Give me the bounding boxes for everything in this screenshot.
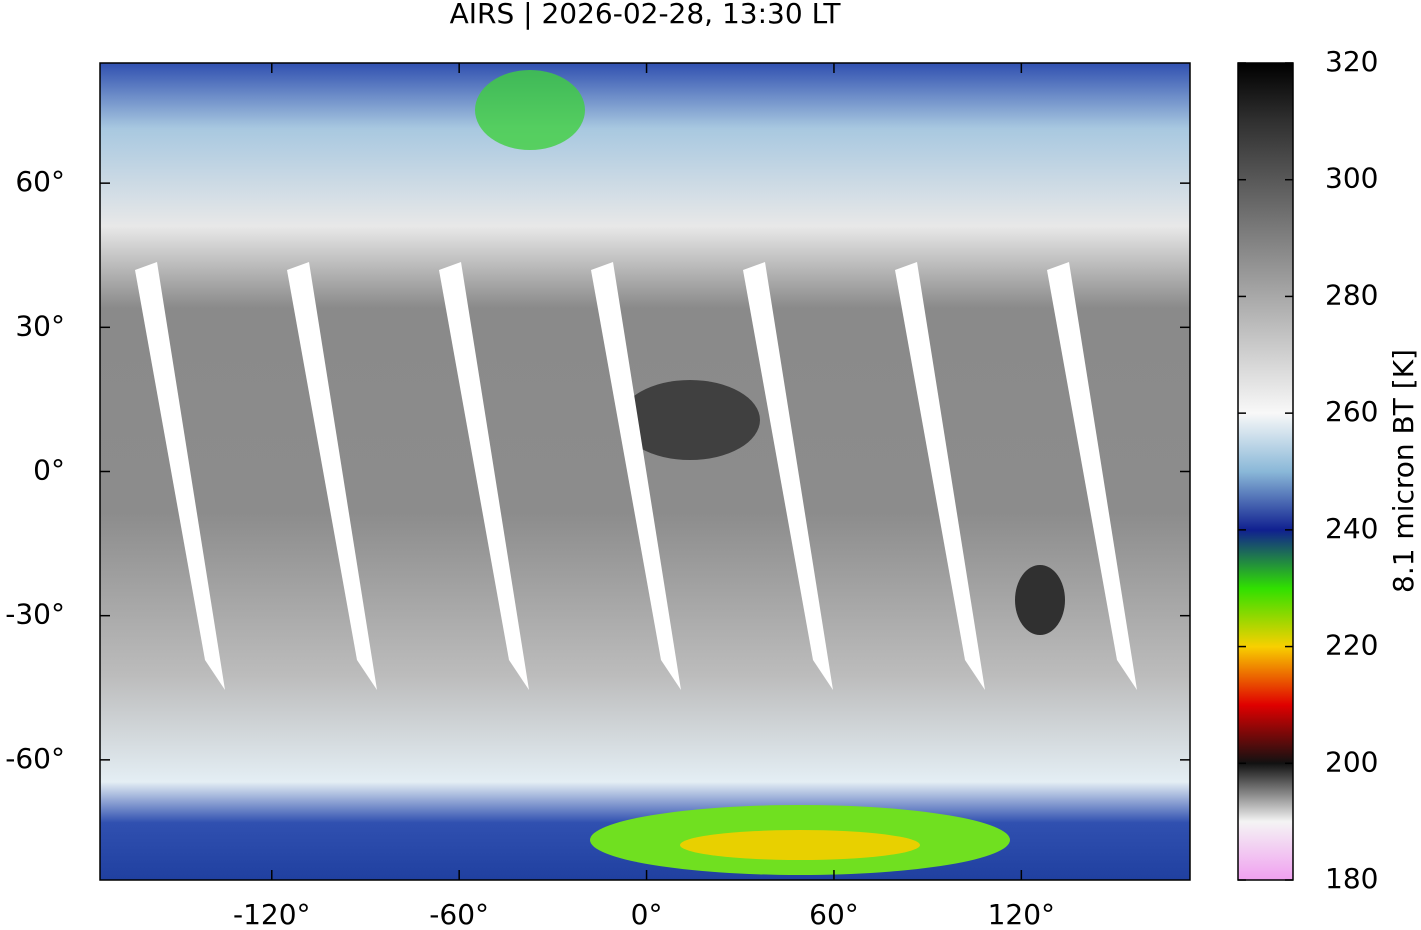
- orbit-gap: [743, 262, 833, 690]
- colorbar-tick-label: 260: [1325, 395, 1378, 428]
- colorbar-tick-label: 320: [1325, 45, 1378, 78]
- greenland-cold: [475, 70, 585, 150]
- orbit-gap: [135, 262, 225, 690]
- title: AIRS | 2026-02-28, 13:30 LT: [450, 0, 842, 30]
- y-tick-label: 0°: [33, 454, 65, 487]
- y-tick-label: -60°: [5, 742, 65, 775]
- orbit-gap: [439, 262, 529, 690]
- x-tick-label: -60°: [429, 898, 489, 930]
- colorbar-tick-label: 180: [1325, 862, 1378, 895]
- sahara-warm: [620, 380, 760, 460]
- orbit-gap: [895, 262, 985, 690]
- colorbar: [1237, 62, 1294, 881]
- orbit-gap: [591, 262, 681, 690]
- australia-warm: [1015, 565, 1065, 635]
- colorbar-tick-label: 280: [1325, 278, 1378, 311]
- colorbar-label: 8.1 micron BT [K]: [1387, 349, 1420, 593]
- colorbar-tick-label: 200: [1325, 745, 1378, 778]
- orbit-gap: [287, 262, 377, 690]
- x-tick-label: 120°: [988, 898, 1055, 930]
- y-tick-label: 30°: [15, 309, 65, 342]
- y-tick-label: -30°: [5, 598, 65, 631]
- orbit-gap: [1047, 262, 1137, 690]
- antarctica-coldest: [680, 830, 920, 860]
- colorbar-tick-label: 220: [1325, 629, 1378, 662]
- colorbar-tick-label: 300: [1325, 162, 1378, 195]
- x-tick-label: 0°: [631, 898, 663, 930]
- colorbar-tick-label: 240: [1325, 512, 1378, 545]
- x-tick-label: -120°: [233, 898, 311, 930]
- x-tick-label: 60°: [809, 898, 859, 930]
- map-image: [100, 63, 1190, 880]
- y-tick-label: 60°: [15, 165, 65, 198]
